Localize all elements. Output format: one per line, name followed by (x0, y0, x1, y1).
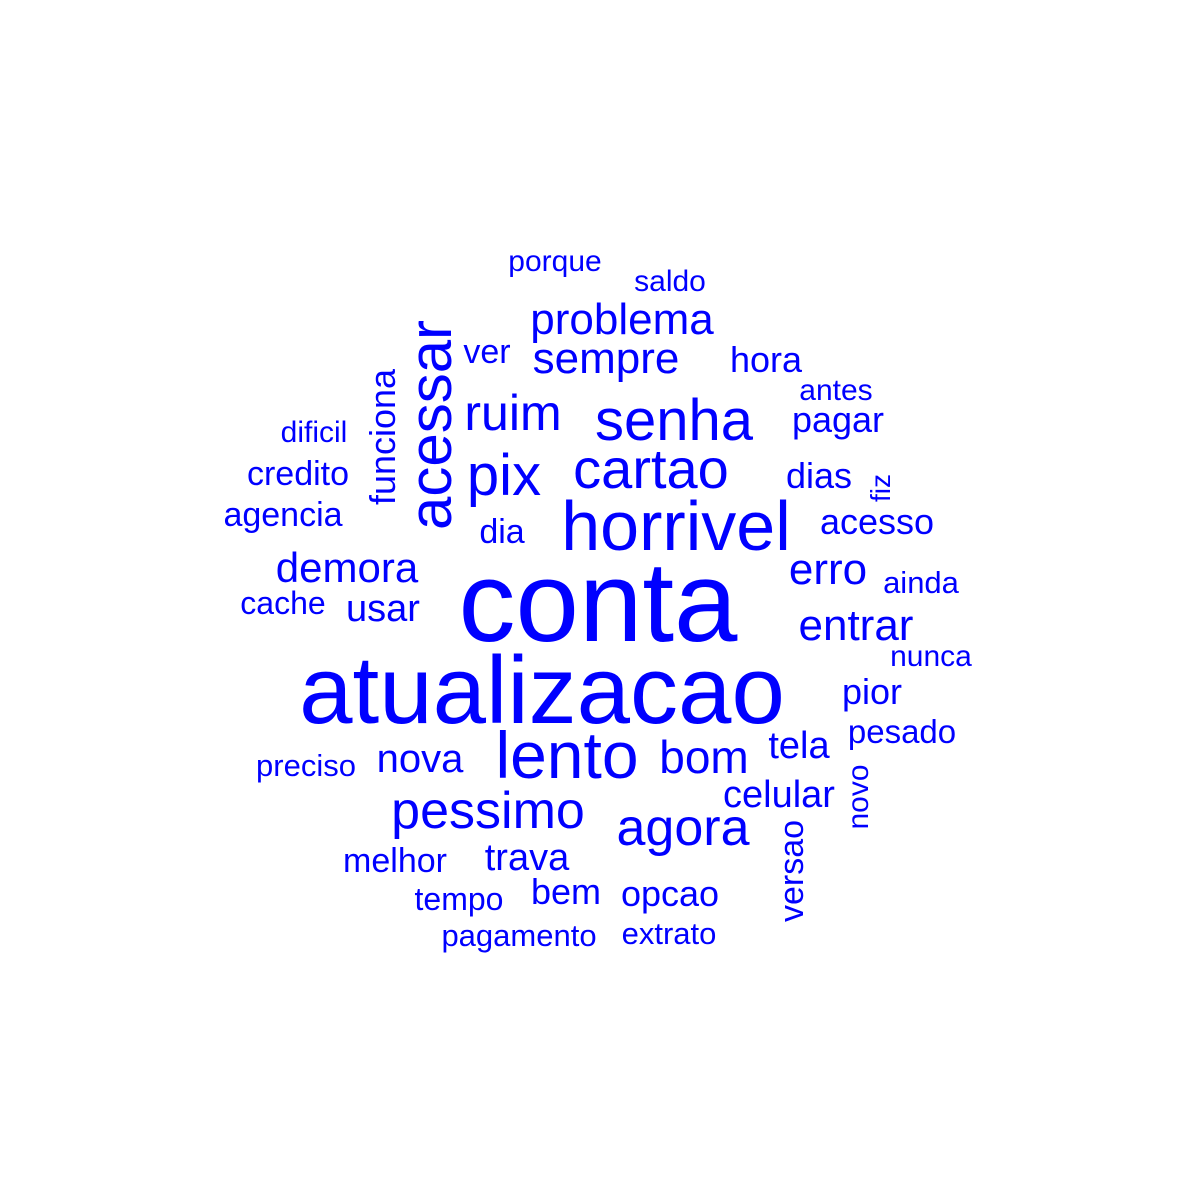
word-bom: bom (659, 731, 748, 783)
word-ver: ver (463, 333, 510, 371)
word-trava: trava (485, 837, 570, 879)
word-pesado: pesado (848, 713, 956, 750)
word-senha: senha (595, 388, 754, 453)
word-antes: antes (799, 374, 872, 407)
word-ruim: ruim (464, 385, 561, 441)
word-conta: conta (459, 539, 738, 666)
word-acessar: acessar (397, 320, 464, 530)
word-erro: erro (789, 545, 867, 594)
word-bem: bem (531, 871, 601, 912)
word-entrar: entrar (799, 601, 914, 650)
word-pagar: pagar (792, 399, 884, 440)
word-celular: celular (723, 774, 835, 816)
word-tempo: tempo (415, 881, 504, 917)
word-preciso: preciso (256, 748, 356, 783)
word-list: conta atualizacao horrivel lento acessar… (223, 245, 972, 953)
word-cache: cache (240, 585, 325, 621)
word-pagamento: pagamento (441, 918, 596, 953)
word-problema: problema (530, 295, 714, 344)
word-sempre: sempre (533, 334, 680, 383)
word-porque: porque (508, 245, 601, 278)
word-opcao: opcao (621, 873, 719, 914)
word-pessimo: pessimo (391, 782, 585, 840)
word-fiz: fiz (865, 474, 896, 502)
word-atualizacao: atualizacao (299, 637, 785, 744)
word-pix: pix (467, 443, 541, 508)
word-dificil: dificil (281, 416, 348, 449)
word-demora: demora (276, 544, 419, 591)
word-tela: tela (768, 725, 830, 767)
word-dia: dia (479, 513, 524, 551)
word-horrivel: horrivel (561, 487, 791, 565)
word-funciona: funciona (362, 368, 403, 505)
word-nova: nova (377, 737, 464, 781)
word-acesso: acesso (820, 501, 934, 542)
word-ainda: ainda (883, 565, 960, 600)
word-cartao: cartao (573, 437, 729, 500)
word-credito: credito (247, 455, 349, 493)
word-novo: novo (842, 764, 875, 829)
word-saldo: saldo (634, 265, 706, 298)
word-nunca: nunca (890, 640, 972, 673)
word-lento: lento (495, 718, 638, 792)
word-dias: dias (786, 455, 852, 496)
word-agencia: agencia (223, 496, 342, 534)
word-agora: agora (617, 799, 750, 857)
word-melhor: melhor (343, 842, 447, 880)
word-usar: usar (346, 588, 420, 630)
word-hora: hora (730, 339, 803, 380)
word-extrato: extrato (622, 916, 717, 951)
word-pior: pior (842, 671, 902, 712)
word-versao: versao (773, 820, 811, 922)
